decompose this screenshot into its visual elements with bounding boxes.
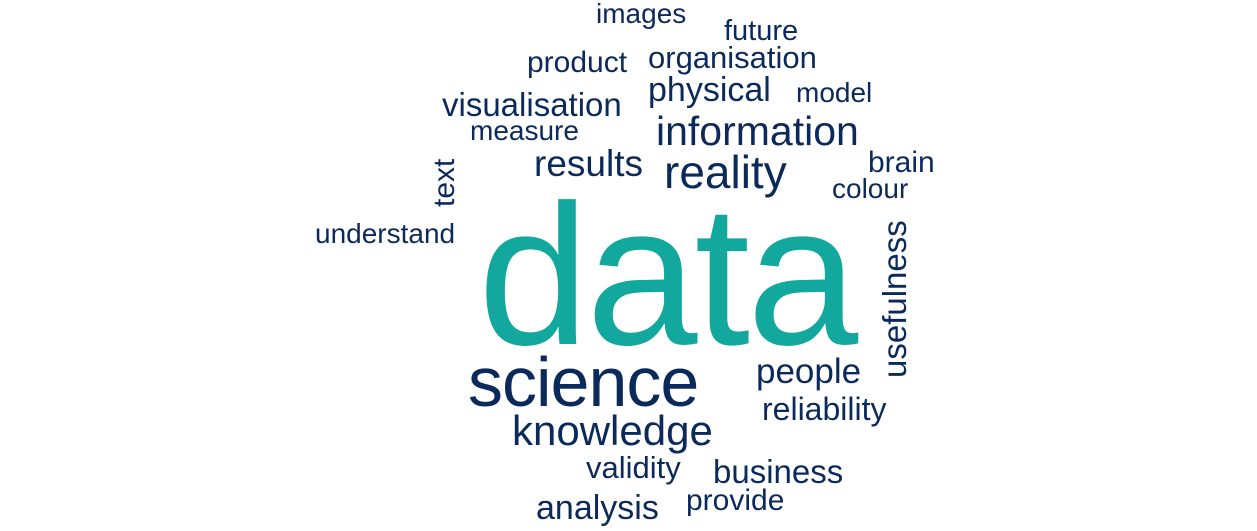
word-reality: reality: [664, 146, 787, 198]
word-physical: physical: [648, 71, 771, 109]
word-reliability: reliability: [762, 391, 887, 427]
word-people: people: [756, 352, 862, 391]
word-validity: validity: [586, 450, 681, 485]
word-science: science: [468, 343, 699, 421]
word-measure: measure: [470, 115, 579, 146]
word-information: information: [656, 108, 859, 154]
word-images: images: [596, 0, 687, 29]
word-knowledge: knowledge: [512, 407, 713, 454]
word-provide: provide: [686, 484, 785, 517]
word-analysis: analysis: [536, 489, 659, 527]
word-text: text: [428, 158, 461, 207]
word-product: product: [527, 46, 628, 79]
word-usefulness: usefulness: [876, 220, 913, 378]
word-brain: brain: [868, 146, 935, 179]
word-colour: colour: [832, 173, 909, 204]
word-business: business: [713, 453, 844, 490]
word-understand: understand: [315, 218, 456, 249]
word-model: model: [796, 77, 873, 108]
word-data: data: [478, 164, 858, 387]
word-future: future: [724, 15, 799, 47]
word-results: results: [534, 143, 643, 184]
word-organisation: organisation: [648, 40, 817, 75]
word-visualisation: visualisation: [442, 86, 622, 123]
